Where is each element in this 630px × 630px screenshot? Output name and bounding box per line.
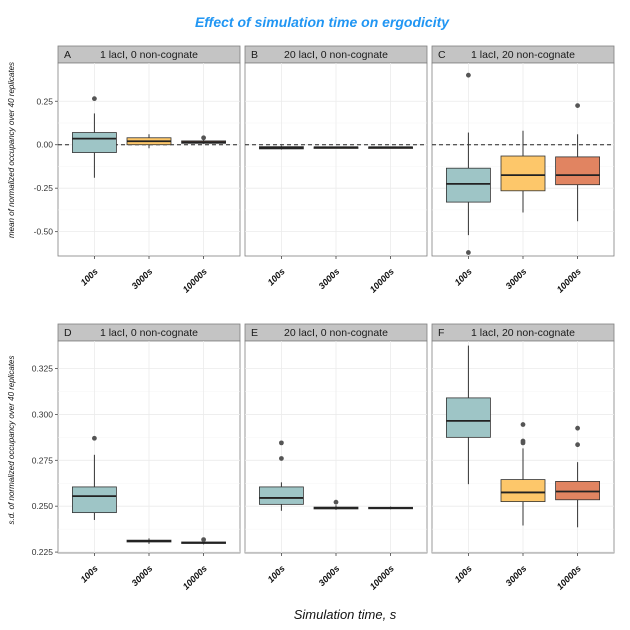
facet-letter: F — [438, 327, 444, 339]
box-iqr — [500, 479, 546, 503]
box-3000s — [126, 134, 172, 149]
y-tick-label: -0.25 — [34, 183, 54, 193]
facet-title: 1 lacI, 20 non-cognate — [471, 49, 575, 61]
outlier-point — [575, 442, 580, 448]
x-tick-label: 10000s — [181, 563, 209, 591]
x-tick-label: 3000s — [130, 266, 155, 291]
box-iqr — [555, 481, 600, 501]
box-iqr — [258, 486, 304, 505]
facet-title: 1 lacI, 0 non-cognate — [100, 49, 198, 61]
outlier-point — [466, 72, 471, 78]
x-axis-label: Simulation time, s — [294, 607, 397, 622]
x-tick-label: 100s — [453, 266, 474, 287]
box-3000s — [500, 422, 546, 526]
outlier-point — [201, 537, 207, 543]
x-tick-label: 10000s — [555, 266, 583, 294]
figure-title: Effect of simulation time on ergodicity — [195, 14, 450, 30]
facet-title: 20 lacI, 0 non-cognate — [284, 327, 388, 339]
y-tick-label: -0.50 — [34, 227, 54, 237]
facet-letter: B — [251, 49, 258, 61]
box-100s — [72, 435, 117, 520]
x-tick-label: 10000s — [368, 266, 396, 294]
box-3000s — [313, 146, 359, 149]
facet-letter: D — [64, 327, 72, 339]
box-iqr — [72, 132, 117, 153]
facet-title: 1 lacI, 20 non-cognate — [471, 327, 575, 339]
outlier-point — [575, 103, 580, 108]
box-iqr — [500, 155, 546, 192]
box-iqr — [445, 397, 491, 438]
outlier-point — [333, 499, 339, 505]
x-tick-label: 3000s — [130, 563, 155, 588]
facet-title: 1 lacI, 0 non-cognate — [100, 327, 198, 339]
box-100s — [72, 96, 117, 178]
y-tick-label: 0.25 — [36, 96, 53, 106]
y-axis-label: mean of normalized occupancy over 40 rep… — [7, 62, 16, 238]
x-tick-label: 100s — [266, 266, 287, 287]
box-iqr — [72, 486, 117, 514]
x-tick-label: 3000s — [504, 563, 529, 588]
outlier-point — [466, 250, 471, 255]
box-100s — [445, 345, 491, 485]
box-3000s — [126, 538, 172, 544]
x-tick-label: 100s — [266, 563, 287, 584]
facet-title: 20 lacI, 0 non-cognate — [284, 49, 388, 61]
box-100s — [258, 440, 304, 511]
x-tick-label: 3000s — [317, 266, 342, 291]
y-tick-label: 0.250 — [32, 501, 54, 511]
box-10000s — [181, 537, 227, 545]
box-iqr — [555, 156, 600, 186]
y-tick-label: 0.325 — [32, 364, 54, 374]
x-tick-label: 10000s — [555, 563, 583, 591]
y-tick-label: 0.275 — [32, 455, 54, 465]
x-tick-label: 3000s — [504, 266, 529, 291]
outlier-point — [92, 96, 97, 102]
x-tick-label: 100s — [453, 563, 474, 584]
box-3000s — [313, 499, 359, 510]
outlier-point — [520, 422, 526, 427]
x-tick-label: 100s — [79, 563, 100, 584]
box-100s — [258, 145, 304, 150]
x-tick-label: 3000s — [317, 563, 342, 588]
facet-letter: A — [64, 49, 71, 61]
x-tick-label: 10000s — [368, 563, 396, 591]
x-tick-label: 100s — [79, 266, 100, 287]
box-iqr — [445, 167, 491, 203]
outlier-point — [279, 440, 284, 446]
box-100s — [445, 72, 491, 255]
box-10000s — [555, 425, 600, 528]
outlier-point — [201, 135, 207, 141]
y-tick-label: 0.300 — [32, 409, 54, 419]
box-3000s — [500, 130, 546, 213]
facet-letter: E — [251, 327, 258, 339]
y-tick-label: 0.00 — [36, 140, 53, 150]
x-tick-label: 10000s — [181, 266, 209, 294]
plot-layer: mean of normalized occupancy over 40 rep… — [7, 45, 615, 592]
box-10000s — [555, 103, 600, 222]
outlier-point — [575, 425, 580, 431]
outlier-point — [520, 440, 526, 446]
facet-letter: C — [438, 49, 446, 61]
outlier-point — [279, 456, 284, 461]
box-10000s — [368, 506, 414, 510]
y-axis-label: s.d. of normalized occupancy over 40 rep… — [7, 356, 16, 525]
outlier-point — [92, 435, 97, 441]
y-tick-label: 0.225 — [32, 547, 54, 557]
box-10000s — [181, 135, 227, 144]
box-10000s — [368, 146, 414, 149]
